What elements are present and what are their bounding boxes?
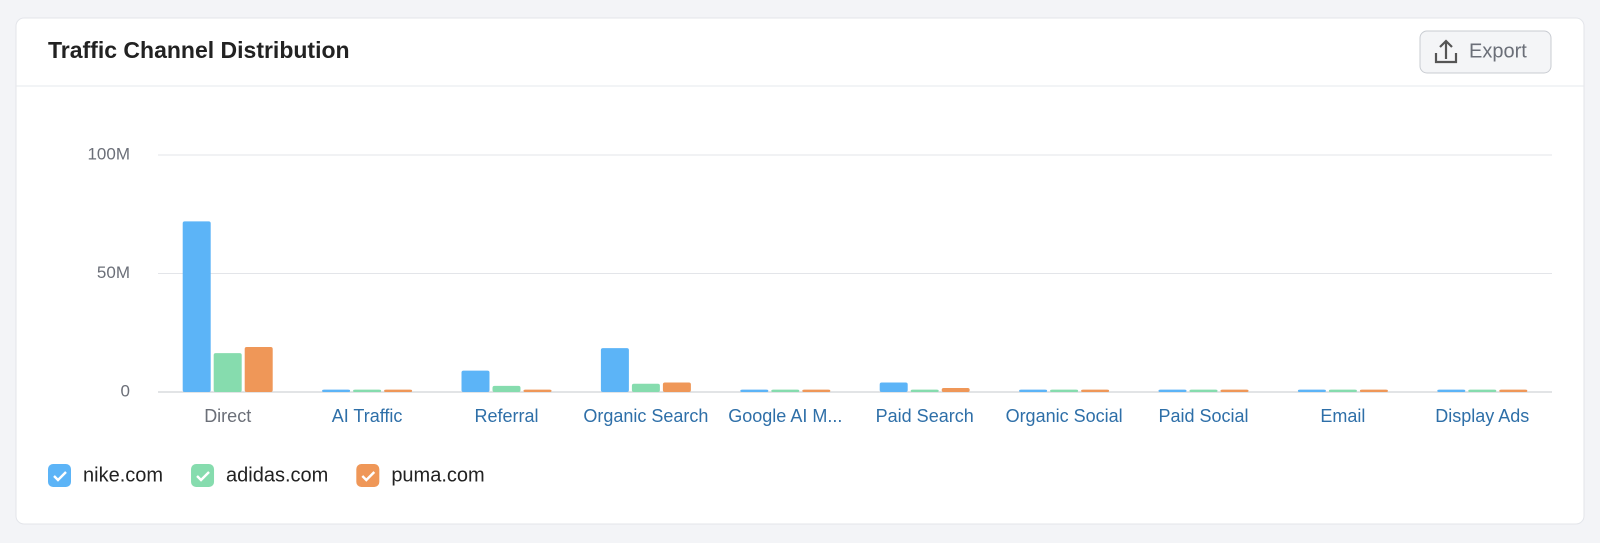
bar bbox=[1081, 389, 1110, 392]
bar bbox=[384, 389, 413, 392]
bar bbox=[1499, 389, 1528, 392]
y-tick-label: 0 bbox=[121, 381, 130, 400]
bar bbox=[1328, 389, 1357, 392]
export-label[interactable]: Export bbox=[1469, 40, 1527, 62]
y-tick-label: 50M bbox=[97, 263, 130, 282]
export-button[interactable]: Export bbox=[1419, 30, 1552, 74]
legend-item[interactable]: adidas.com bbox=[191, 464, 328, 487]
bar bbox=[461, 370, 490, 392]
legend-check[interactable] bbox=[53, 471, 67, 482]
bar bbox=[1468, 389, 1497, 392]
bar bbox=[1158, 389, 1187, 392]
bar bbox=[771, 389, 800, 392]
x-tick-label[interactable]: Paid Search bbox=[876, 406, 974, 426]
bar bbox=[182, 221, 211, 392]
bar bbox=[322, 389, 351, 392]
x-tick-label[interactable]: Email bbox=[1320, 406, 1365, 426]
x-tick-label: Direct bbox=[204, 406, 251, 426]
x-tick-label[interactable]: Google AI M... bbox=[728, 406, 842, 426]
legend-checkbox[interactable] bbox=[48, 464, 71, 487]
legend-check[interactable] bbox=[361, 471, 376, 482]
chart-title: Traffic Channel Distribution bbox=[48, 37, 350, 63]
bar bbox=[879, 382, 908, 392]
bar bbox=[244, 346, 273, 392]
legend-checkbox[interactable] bbox=[356, 464, 380, 487]
legend-label[interactable]: adidas.com bbox=[226, 464, 328, 486]
card bbox=[15, 17, 1585, 525]
bar bbox=[1297, 389, 1326, 392]
bar bbox=[740, 389, 769, 392]
bar bbox=[213, 353, 242, 392]
legend-item[interactable]: nike.com bbox=[48, 464, 163, 487]
x-tick-label[interactable]: AI Traffic bbox=[332, 406, 403, 426]
x-tick-label[interactable]: Organic Search bbox=[583, 406, 708, 426]
legend-check[interactable] bbox=[196, 471, 210, 482]
bar bbox=[662, 382, 691, 392]
bar bbox=[1437, 389, 1466, 392]
bar bbox=[1220, 389, 1249, 392]
bar bbox=[1359, 389, 1388, 392]
bar bbox=[1019, 389, 1048, 392]
x-tick-label[interactable]: Organic Social bbox=[1006, 406, 1123, 426]
x-tick-label[interactable]: Referral bbox=[474, 406, 538, 426]
bar bbox=[802, 389, 831, 392]
bar bbox=[523, 389, 552, 392]
bar bbox=[910, 389, 939, 392]
x-tick-label[interactable]: Paid Social bbox=[1158, 406, 1248, 426]
bar bbox=[1050, 389, 1079, 392]
bar bbox=[600, 348, 629, 392]
legend-label[interactable]: puma.com bbox=[391, 464, 484, 486]
bar bbox=[492, 385, 521, 392]
legend-label[interactable]: nike.com bbox=[83, 464, 163, 486]
bar bbox=[1189, 389, 1218, 392]
x-tick-label[interactable]: Display Ads bbox=[1435, 406, 1529, 426]
export-icon[interactable] bbox=[1434, 39, 1458, 64]
bar bbox=[353, 389, 382, 392]
bar bbox=[941, 387, 970, 392]
y-tick-label: 100M bbox=[87, 144, 130, 163]
legend-item[interactable]: puma.com bbox=[356, 464, 485, 487]
legend-checkbox[interactable] bbox=[191, 464, 215, 487]
bar bbox=[631, 383, 660, 392]
